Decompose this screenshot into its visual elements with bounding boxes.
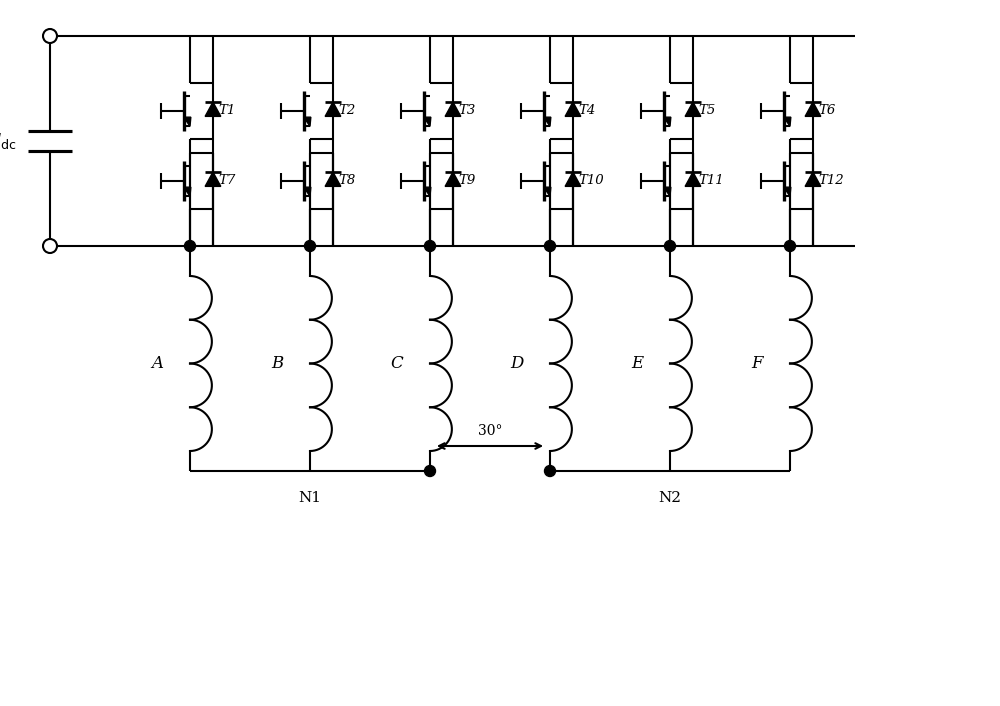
Polygon shape xyxy=(565,172,581,186)
Text: T6: T6 xyxy=(818,104,835,117)
Polygon shape xyxy=(304,187,311,196)
Text: T9: T9 xyxy=(458,174,475,188)
Polygon shape xyxy=(445,102,461,116)
Polygon shape xyxy=(424,187,431,196)
Polygon shape xyxy=(685,172,701,186)
Circle shape xyxy=(544,465,556,477)
Text: T11: T11 xyxy=(698,174,724,188)
Text: D: D xyxy=(510,355,524,372)
Polygon shape xyxy=(184,117,191,126)
Text: T5: T5 xyxy=(698,104,715,117)
Polygon shape xyxy=(325,102,341,116)
Polygon shape xyxy=(304,117,311,126)
Text: B: B xyxy=(271,355,283,372)
Polygon shape xyxy=(424,117,431,126)
Polygon shape xyxy=(184,187,191,196)
Polygon shape xyxy=(664,187,671,196)
Circle shape xyxy=(43,29,57,43)
Text: T2: T2 xyxy=(338,104,355,117)
Polygon shape xyxy=(445,172,461,186)
Text: T12: T12 xyxy=(818,174,844,188)
Text: E: E xyxy=(631,355,643,372)
Polygon shape xyxy=(544,187,551,196)
Text: $U_{\rm dc}$: $U_{\rm dc}$ xyxy=(0,131,17,151)
Circle shape xyxy=(544,241,556,251)
Circle shape xyxy=(304,241,316,251)
Polygon shape xyxy=(205,172,221,186)
Circle shape xyxy=(664,241,676,251)
Polygon shape xyxy=(685,102,701,116)
Circle shape xyxy=(184,241,196,251)
Polygon shape xyxy=(805,172,821,186)
Polygon shape xyxy=(565,102,581,116)
Circle shape xyxy=(784,241,796,251)
Text: T10: T10 xyxy=(578,174,604,188)
Polygon shape xyxy=(805,102,821,116)
Circle shape xyxy=(424,465,436,477)
Text: 30°: 30° xyxy=(478,424,502,438)
Circle shape xyxy=(424,241,436,251)
Polygon shape xyxy=(205,102,221,116)
Text: F: F xyxy=(751,355,763,372)
Text: T8: T8 xyxy=(338,174,355,188)
Polygon shape xyxy=(784,117,791,126)
Text: T3: T3 xyxy=(458,104,475,117)
Text: T7: T7 xyxy=(218,174,235,188)
Text: A: A xyxy=(151,355,163,372)
Circle shape xyxy=(43,239,57,253)
Text: T4: T4 xyxy=(578,104,595,117)
Polygon shape xyxy=(784,187,791,196)
Polygon shape xyxy=(544,117,551,126)
Polygon shape xyxy=(325,172,341,186)
Text: T1: T1 xyxy=(218,104,235,117)
Text: N2: N2 xyxy=(658,491,682,505)
Polygon shape xyxy=(664,117,671,126)
Text: N1: N1 xyxy=(298,491,321,505)
Text: C: C xyxy=(391,355,403,372)
